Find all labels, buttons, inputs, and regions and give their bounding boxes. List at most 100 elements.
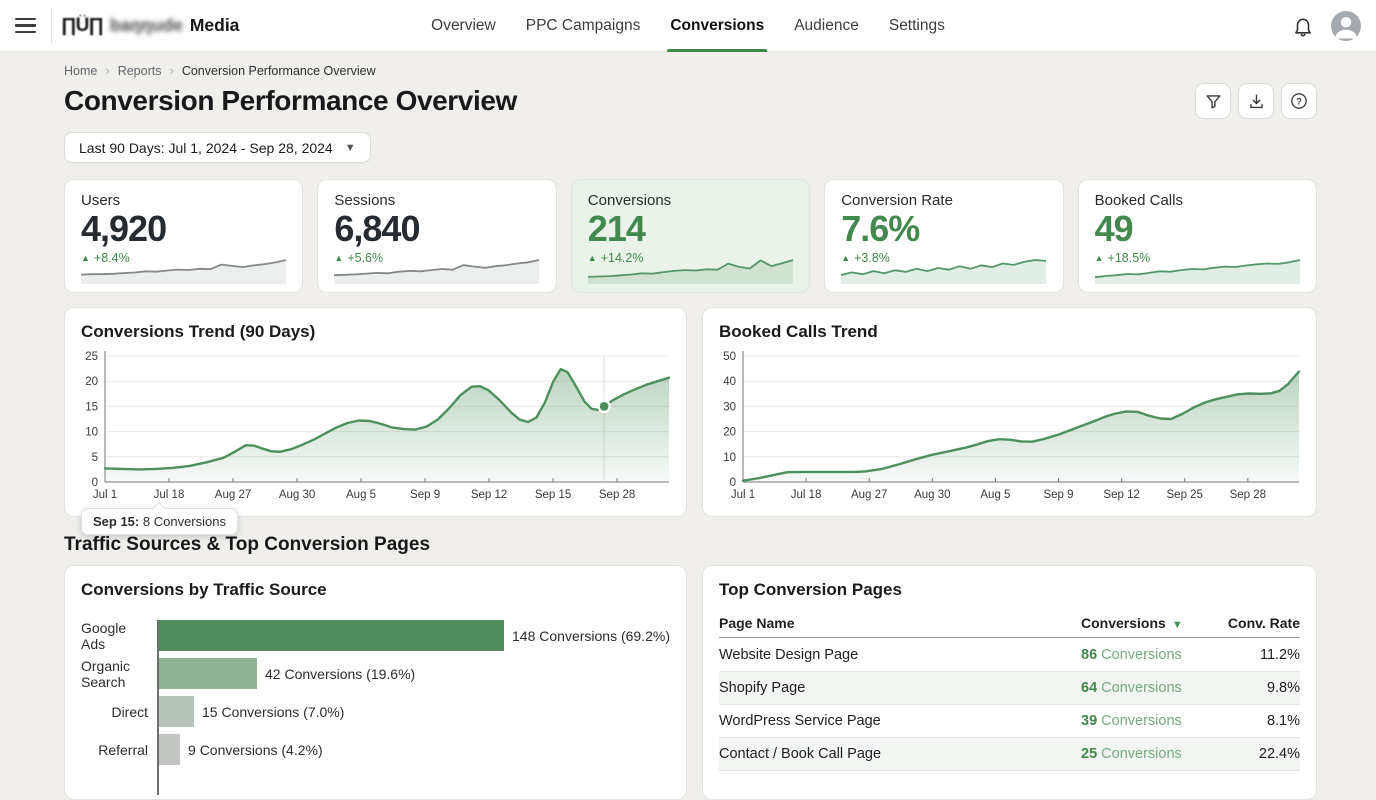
bar-fill[interactable]	[159, 734, 181, 765]
sort-chevron-down-icon[interactable]: ▼	[1171, 618, 1183, 631]
table-header-row: Page Name Conversions ▼ Conv. Rate	[719, 608, 1300, 638]
cell-conv-rate: 8.1%	[1266, 713, 1300, 729]
cell-page-name: Shopify Page	[719, 680, 806, 696]
cell-page-name: Website Design Page	[719, 646, 859, 663]
notification-bell-icon[interactable]	[1291, 14, 1315, 38]
svg-text:Sep 9: Sep 9	[1043, 489, 1073, 501]
traffic-source-card: Conversions by Traffic Source Google Ads…	[64, 565, 687, 800]
booked-calls-trend-chart[interactable]: 0 10 20 30 40 50 Jul 1 Jul 18 Aug 27 Aug 30 Aug 5 S…	[719, 348, 1302, 508]
cell-conversions[interactable]: 64 Conversions	[1081, 680, 1182, 696]
kpi-sparkline	[334, 259, 540, 284]
nav-tab-settings[interactable]: Settings	[888, 16, 945, 34]
breadcrumb-reports[interactable]: Reports	[117, 63, 162, 78]
nav-tab-conversions[interactable]: Conversions	[655, 0, 779, 52]
brand-name: baŋŋude Media	[110, 15, 239, 36]
section-heading: Traffic Sources & Top Conversion Pages	[64, 534, 431, 555]
cell-page-name: Contact / Book Call Page	[719, 746, 882, 762]
bar-row[interactable]: 148 Conversions (69.2%)	[159, 620, 670, 651]
bar-row[interactable]: 9 Conversions (4.2%)	[159, 734, 670, 765]
help-button[interactable]: ?	[1281, 83, 1317, 119]
page-content: Home › Reports › Conversion Performance …	[64, 52, 1317, 800]
col-header-conversions[interactable]: Conversions ▼	[1081, 614, 1183, 631]
svg-text:?: ?	[1296, 96, 1302, 106]
table-row[interactable]: Shopify Page 64 Conversions 9.8%	[719, 671, 1300, 704]
delta-up-icon: ▲	[841, 252, 851, 263]
cell-conversions[interactable]: 39 Conversions	[1081, 713, 1182, 729]
chevron-down-icon: ▼	[344, 141, 356, 154]
table-title: Top Conversion Pages	[719, 580, 902, 599]
nav-tab-ppc-campaigns[interactable]: PPC Campaigns	[525, 16, 641, 34]
menu-hamburger-icon[interactable]	[15, 17, 36, 34]
kpi-delta: ▲ +8.4%	[81, 250, 130, 265]
kpi-label: Conversions	[587, 192, 672, 209]
kpi-value: 214	[587, 208, 646, 249]
table-row[interactable]: Contact / Book Call Page 25 Conversions 22…	[719, 737, 1300, 770]
bottom-cards-row: Conversions by Traffic Source Google Ads…	[64, 565, 1317, 800]
breadcrumb-chevron-icon: ›	[169, 63, 174, 78]
table-row[interactable]: Website Design Page 86 Conversions 11.2%	[719, 638, 1300, 671]
bar-row[interactable]: 42 Conversions (19.6%)	[159, 658, 670, 689]
svg-text:50: 50	[723, 351, 736, 363]
download-icon	[1249, 93, 1263, 108]
cell-page-name: WordPress Service Page	[719, 713, 881, 729]
kpi-value: 4,920	[81, 208, 167, 249]
breadcrumb-home[interactable]: Home	[64, 63, 98, 78]
svg-text:Aug 27: Aug 27	[851, 489, 887, 501]
svg-text:Jul 18: Jul 18	[154, 489, 185, 501]
svg-text:Jul 1: Jul 1	[731, 489, 755, 501]
kpi-sparkline	[80, 259, 287, 284]
chart-title: Booked Calls Trend	[719, 322, 878, 341]
filter-button[interactable]	[1195, 83, 1231, 119]
chart-tooltip: Sep 15: 8 Conversions	[81, 508, 238, 535]
svg-text:25: 25	[85, 351, 98, 363]
top-navigation-bar: ∏Ü∏ baŋŋude Media Overview PPC Campaigns…	[0, 0, 1376, 52]
nav-tab-overview[interactable]: Overview	[431, 16, 496, 34]
col-header-page-name[interactable]: Page Name	[719, 614, 795, 631]
kpi-label: Users	[81, 192, 121, 209]
delta-up-icon: ▲	[81, 252, 90, 263]
svg-text:Sep 12: Sep 12	[471, 489, 507, 501]
top-conversion-pages-card: Top Conversion Pages Page Name Conversion…	[702, 565, 1317, 800]
bar-value-label: 148 Conversions (69.2%)	[512, 627, 670, 644]
brand-name-visible: Media	[189, 15, 240, 35]
svg-text:10: 10	[723, 452, 736, 464]
kpi-value: 49	[1094, 208, 1134, 249]
bar-value-label: 15 Conversions (7.0%)	[202, 703, 345, 720]
kpi-value: 7.6%	[841, 208, 920, 249]
nav-tab-audience[interactable]: Audience	[794, 16, 859, 34]
bar-fill[interactable]	[159, 658, 258, 689]
help-icon: ?	[1291, 93, 1307, 109]
svg-text:20: 20	[723, 427, 736, 439]
svg-text:Aug 5: Aug 5	[980, 489, 1010, 501]
breadcrumb-current: Conversion Performance Overview	[181, 63, 376, 78]
svg-text:Aug 27: Aug 27	[215, 489, 251, 501]
kpi-sparkline	[840, 259, 1047, 284]
conversions-trend-card: Conversions Trend (90 Days) 0 5 10 15 20 25 Ju…	[64, 307, 687, 535]
bar-row[interactable]: 15 Conversions (7.0%)	[159, 696, 670, 727]
download-button[interactable]	[1238, 83, 1274, 119]
table-row[interactable]: WordPress Service Page 39 Conversions 8.1%	[719, 704, 1300, 737]
tooltip-date: Sep 15:	[93, 514, 140, 529]
bar-fill[interactable]	[159, 696, 195, 727]
avatar-person-icon	[1335, 16, 1357, 38]
svg-text:15: 15	[85, 401, 98, 413]
bar-value-label: 9 Conversions (4.2%)	[188, 741, 323, 758]
date-range-selector[interactable]: Last 90 Days: Jul 1, 2024 - Sep 28, 2024…	[64, 132, 371, 163]
user-avatar[interactable]	[1331, 10, 1361, 41]
bar-fill[interactable]	[159, 620, 505, 651]
cell-conversions[interactable]: 25 Conversions	[1081, 746, 1182, 762]
nav-divider	[51, 7, 52, 44]
svg-text:Aug 30: Aug 30	[914, 489, 950, 501]
conversions-trend-chart[interactable]: 0 5 10 15 20 25 Jul 1 Jul 18 Aug 27 Aug 30 Aug 5 Se…	[81, 348, 672, 508]
chart-title: Conversions Trend (90 Days)	[81, 322, 316, 341]
table-row-clipped[interactable]	[719, 770, 1300, 799]
kpi-card-conversions: Conversions 214 ▲ +14.2%	[570, 179, 811, 293]
svg-text:Sep 9: Sep 9	[410, 489, 440, 501]
kpi-card-users: Users 4,920 ▲ +8.4%	[64, 179, 304, 293]
svg-text:Sep 28: Sep 28	[599, 489, 635, 501]
cell-conversions[interactable]: 86 Conversions	[1081, 646, 1182, 663]
svg-text:Jul 1: Jul 1	[93, 489, 117, 501]
col-header-conv-rate[interactable]: Conv. Rate	[1227, 614, 1300, 631]
breadcrumb-chevron-icon: ›	[105, 63, 110, 78]
kpi-card-booked-calls: Booked Calls 49 ▲ +18.5%	[1077, 179, 1317, 293]
